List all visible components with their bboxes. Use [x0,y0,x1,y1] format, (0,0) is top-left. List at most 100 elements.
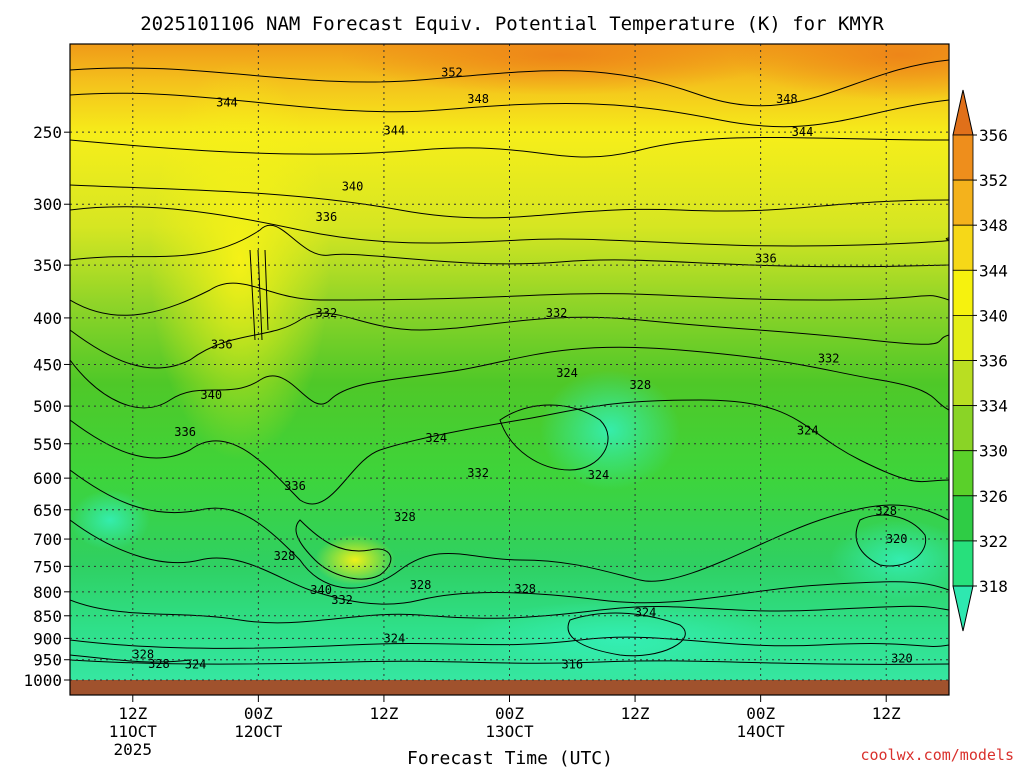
credit-text: coolwx.com/models [860,746,1014,764]
colorbar-label: 348 [979,216,1008,235]
colorbar-label: 336 [979,352,1008,371]
colorbar-label: 344 [979,261,1008,280]
contour-label: 340 [310,583,332,597]
contour-label: 332 [818,351,840,365]
colorbar-swatch [952,179,974,226]
colorbar: 318 322 326 330 334 336 340 344 348 352 356 [952,89,1008,632]
plot-frame [69,43,950,696]
contour-label: 348 [776,92,798,106]
contour-label: 352 [441,66,463,80]
contour-label: 328 [394,510,416,524]
x-tick-label: 00Z [495,704,524,723]
y-tick-label: 250 [33,123,62,142]
contour-label: 336 [755,251,777,265]
colorbar-label: 330 [979,442,1008,461]
colorbar-swatch [952,134,974,181]
x-tick-label: 00Z [244,704,273,723]
contour-label: 324 [556,366,578,380]
contour-label: 324 [588,468,610,482]
x-axis-title: Forecast Time (UTC) [407,748,613,768]
contour-label: 344 [792,125,814,139]
contour-labels: 352 348 348 344 344 344 340 336 336 332 332 332 336 3… [132,66,912,672]
contour-label: 328 [274,549,296,563]
cool-pocket-left [70,490,150,550]
y-tick-label: 750 [33,557,62,576]
contour-label: 340 [342,180,364,194]
x-tick-label: 12Z [872,704,901,723]
contour-label: 324 [425,431,447,445]
y-tick-label: 350 [33,256,62,275]
x-tick-label: 12Z [369,704,398,723]
y-tick-label: 900 [33,629,62,648]
contour-label: 336 [316,210,338,224]
contour-label: 320 [891,651,913,665]
colorbar-swatch [952,540,974,587]
contour-label: 328 [148,657,170,671]
contour-label: 328 [875,504,897,518]
colorbar-swatch [952,224,974,271]
colorbar-label: 334 [979,397,1008,416]
x-tick-label: 2025 [114,740,153,759]
contour-label: 320 [886,532,908,546]
contour-label: 324 [797,424,819,438]
colorbar-swatch [952,495,974,542]
contour-lines [70,59,949,665]
y-tick-label: 950 [33,651,62,670]
x-tick-label: 11OCT [109,722,158,741]
grid-lines [70,44,949,681]
x-tick-label: 14OCT [737,722,786,741]
ground-strip [70,680,949,695]
colorbar-swatch [952,405,974,452]
contour-label: 332 [316,306,338,320]
cool-pocket-mid [540,370,680,490]
contour-label: 336 [211,338,233,352]
colorbar-swatch [952,314,974,361]
y-tick-label: 600 [33,469,62,488]
contour-label: 328 [132,648,154,662]
y-tick-label: 450 [33,355,62,374]
colorbar-min-arrow [952,585,974,632]
x-tick-label: 12Z [621,704,650,723]
y-tick-label: 400 [33,309,62,328]
x-tick-label: 12Z [118,704,147,723]
contour-label: 344 [216,96,238,110]
contour-label: 332 [467,466,489,480]
warm-top-center [340,44,780,95]
contour-label: 344 [384,124,406,138]
contour-label: 324 [384,631,406,645]
contour-label: 324 [635,606,657,620]
cool-pocket-right [830,520,949,600]
colorbar-label: 326 [979,487,1008,506]
colorbar-label: 318 [979,577,1008,596]
contour-label: 348 [467,92,489,106]
y-tick-label: 700 [33,530,62,549]
contour-label: 328 [410,578,432,592]
contour-label: 328 [514,582,536,596]
x-tick-label: 12OCT [234,722,283,741]
x-tick-label: 00Z [746,704,775,723]
warm-pocket [315,535,395,585]
warm-top-right [730,44,949,100]
y-tick-label: 300 [33,195,62,214]
contour-label: 332 [546,306,568,320]
contour-label: 328 [629,378,651,392]
warm-plume [150,60,330,460]
contour-label: 332 [331,593,353,607]
colorbar-label: 356 [979,126,1008,145]
x-tick-label: 13OCT [485,722,534,741]
cool-pocket-low [460,600,780,680]
colorbar-swatch [952,360,974,406]
y-tick-label: 1000 [23,671,62,690]
colorbar-swatch [952,269,974,316]
colorbar-label: 340 [979,306,1008,325]
y-tick-label: 800 [33,583,62,602]
contour-label: 340 [200,388,222,402]
y-tick-label: 500 [33,397,62,416]
contour-label: 324 [185,658,207,672]
y-axis: 250 300 350 400 450 500 550 600 650 700 750 800 850 9… [23,123,70,690]
colorbar-swatch [952,450,974,497]
colorbar-label: 322 [979,532,1008,551]
contour-label: 316 [561,658,583,672]
